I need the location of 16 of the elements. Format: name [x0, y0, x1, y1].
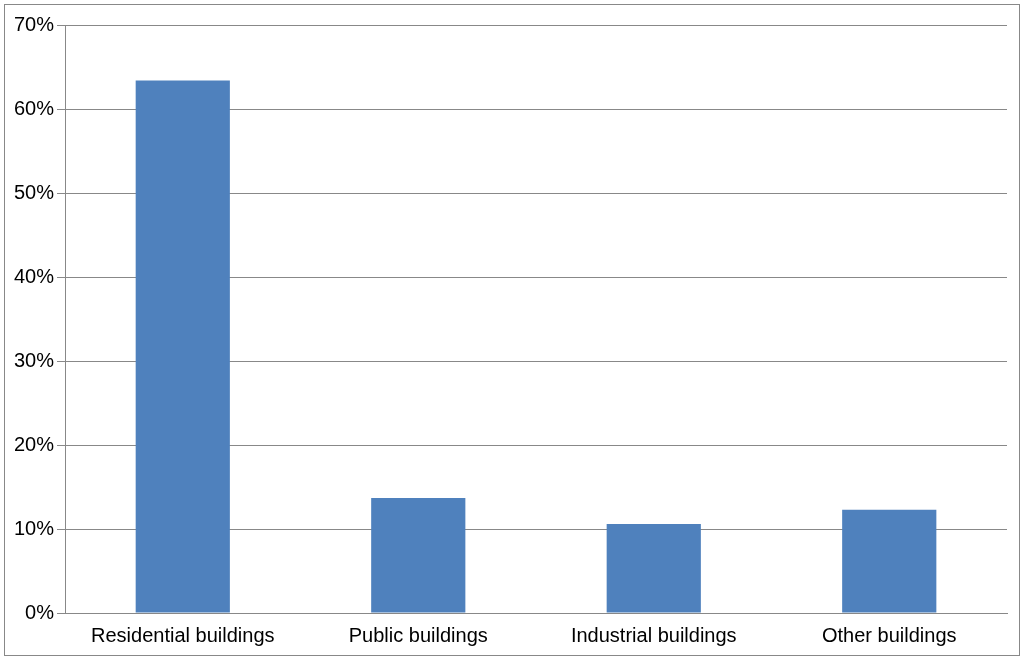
bar [135, 80, 230, 613]
y-tick-label: 20% [14, 432, 55, 455]
x-tick-label: Industrial buildings [570, 623, 737, 646]
y-tick-label: 30% [14, 348, 55, 371]
y-tick-label: 0% [25, 600, 55, 623]
bar [842, 509, 937, 613]
y-tick-label: 50% [14, 180, 55, 203]
y-tick-label: 10% [14, 516, 55, 539]
bar [371, 497, 466, 613]
x-tick-label: Other buildings [821, 623, 957, 646]
x-tick-label: Residential buildings [91, 623, 275, 646]
y-tick-label: 40% [14, 264, 55, 287]
x-tick-label: Public buildings [348, 623, 488, 646]
bar [606, 523, 701, 613]
y-tick-label: 60% [14, 96, 55, 119]
y-tick-label: 70% [14, 12, 55, 35]
